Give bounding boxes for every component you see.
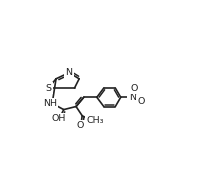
Text: O: O: [137, 97, 144, 106]
Text: N: N: [129, 93, 136, 102]
Text: O: O: [131, 83, 138, 93]
Text: CH₃: CH₃: [87, 116, 104, 125]
Text: NH: NH: [43, 99, 57, 108]
Text: N: N: [66, 68, 73, 77]
Text: OH: OH: [52, 114, 66, 123]
Text: S: S: [45, 83, 51, 93]
Text: O: O: [77, 121, 84, 130]
